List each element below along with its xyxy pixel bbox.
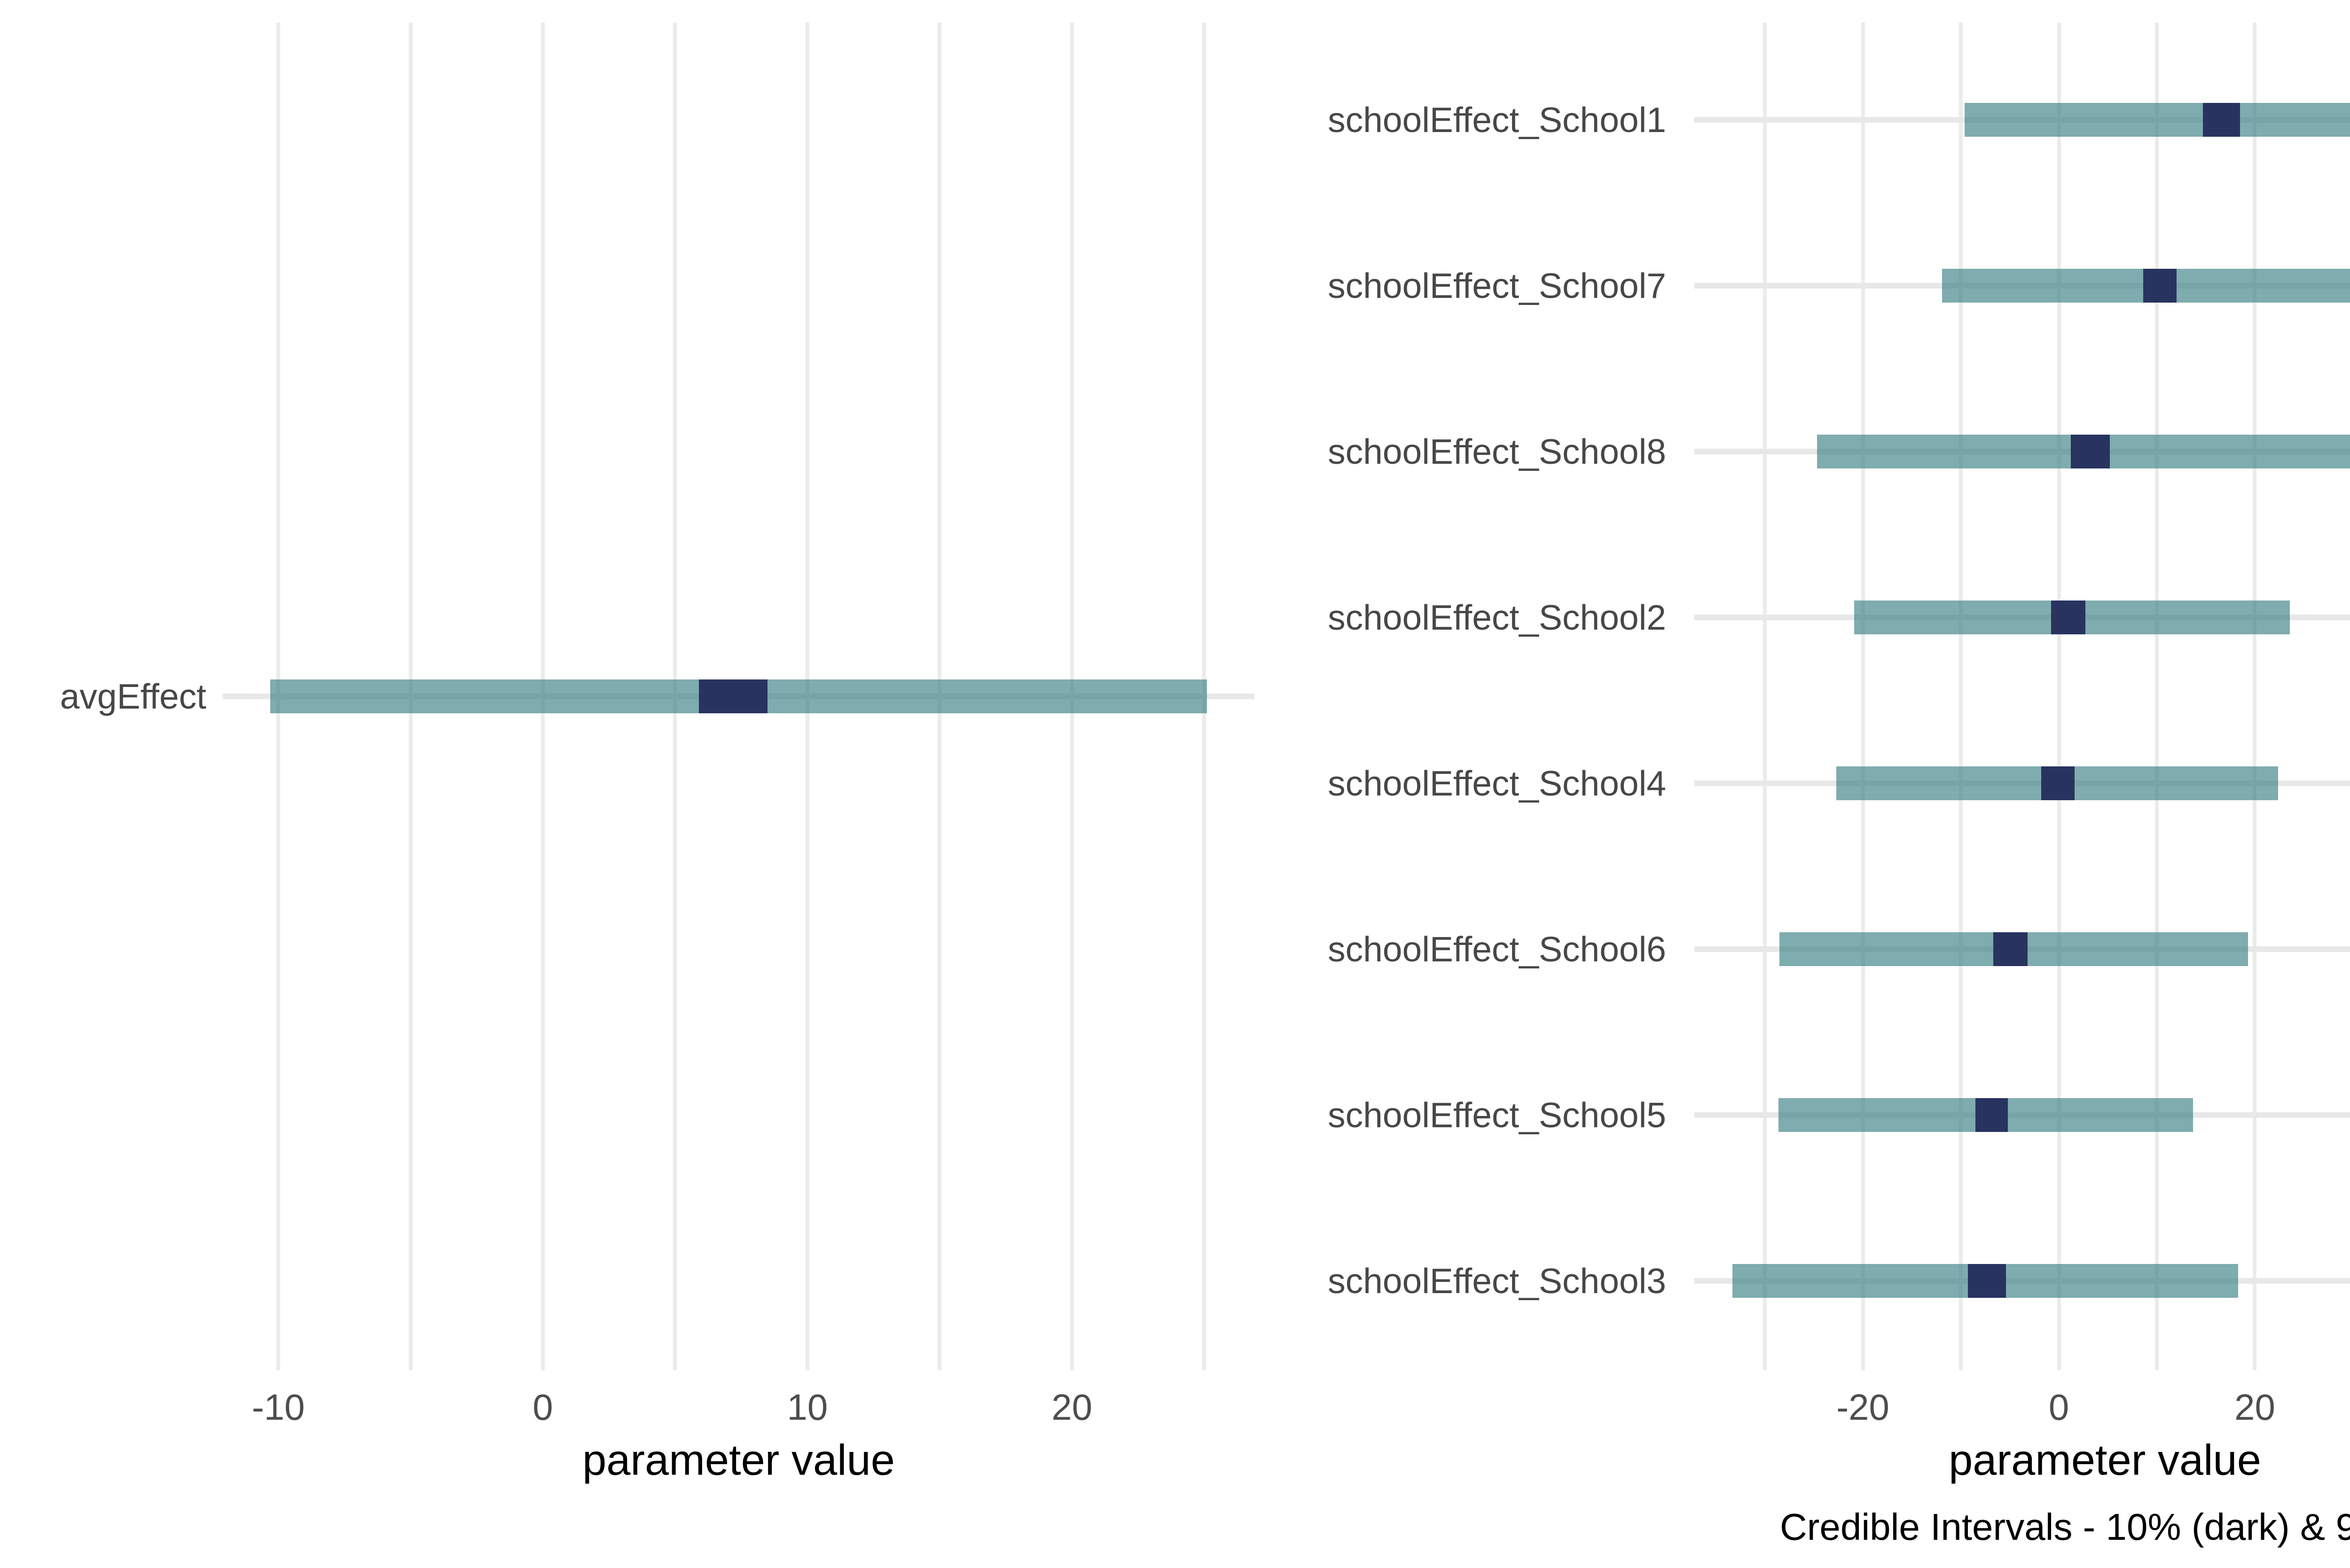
y-axis-label: avgEffect (60, 677, 206, 716)
inner-interval-bar (699, 679, 768, 713)
x-tick-label: -20 (1836, 1386, 1889, 1428)
x-tick-label: 0 (533, 1386, 553, 1428)
inner-interval-bar (2070, 435, 2110, 468)
gridline (1959, 23, 1963, 1370)
x-axis-title: parameter value (582, 1436, 895, 1484)
inner-interval-bar (2202, 103, 2240, 137)
y-axis-label: schoolEffect_School5 (1328, 1095, 1666, 1135)
outer-interval-bar (1965, 103, 2350, 137)
inner-interval-bar (1967, 1264, 2006, 1298)
gridline (1763, 23, 1767, 1370)
inner-interval-bar (2051, 601, 2085, 634)
y-axis-label: schoolEffect_School6 (1328, 929, 1666, 969)
gridline (1861, 23, 1865, 1370)
figure-caption: Credible Intervals - 10% (dark) & 90% (l… (1779, 1506, 2350, 1548)
inner-interval-bar (2143, 269, 2177, 303)
gridline (2154, 23, 2159, 1370)
y-axis-label: schoolEffect_School4 (1328, 764, 1666, 803)
y-axis-label: schoolEffect_School7 (1328, 266, 1666, 305)
y-axis-label: schoolEffect_School3 (1328, 1261, 1666, 1301)
inner-interval-bar (1993, 932, 2028, 966)
x-tick-label: 20 (2234, 1386, 2275, 1428)
y-axis-label: schoolEffect_School8 (1328, 432, 1666, 471)
x-tick-label: -10 (251, 1386, 305, 1428)
y-axis-label: schoolEffect_School1 (1328, 100, 1666, 140)
y-axis-label: schoolEffect_School2 (1328, 598, 1666, 637)
inner-interval-bar (2041, 766, 2075, 800)
gridline (2057, 23, 2061, 1370)
x-tick-label: 0 (2048, 1386, 2069, 1428)
x-tick-label: 20 (1051, 1386, 1093, 1428)
gridline (2253, 23, 2257, 1370)
x-axis-title: parameter value (1949, 1436, 2261, 1484)
inner-interval-bar (1975, 1098, 2008, 1132)
x-tick-label: 10 (787, 1386, 828, 1428)
